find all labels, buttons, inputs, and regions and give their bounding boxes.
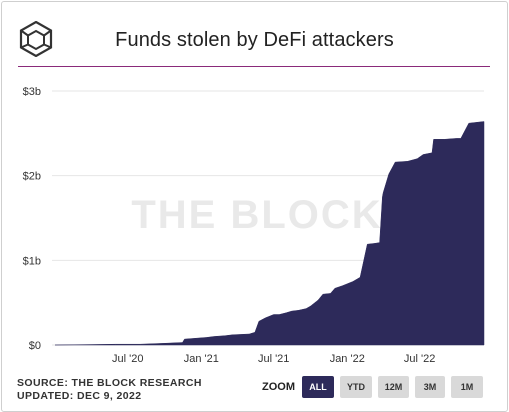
zoom-3m-button[interactable]: 3M	[415, 376, 445, 398]
chart-title: Funds stolen by DeFi attackers	[115, 29, 394, 51]
stolen-funds-area	[54, 121, 485, 346]
source-text: SOURCE: THE BLOCK RESEARCH	[17, 377, 202, 389]
the-block-logo-icon	[19, 21, 53, 57]
x-tick-label: Jan '21	[184, 353, 219, 365]
zoom-12m-button[interactable]: 12M	[378, 376, 409, 398]
title-divider	[18, 66, 490, 67]
y-tick-label: $0	[29, 340, 41, 352]
x-tick-label: Jul '21	[258, 353, 289, 365]
y-tick-label: $1b	[23, 255, 41, 267]
zoom-ytd-button[interactable]: YTD	[340, 376, 372, 398]
watermark: THE BLOCK	[131, 193, 382, 237]
zoom-1m-button[interactable]: 1M	[451, 376, 483, 398]
x-tick-label: Jul '20	[112, 353, 143, 365]
y-tick-label: $2b	[23, 171, 41, 183]
x-tick-label: Jul '22	[404, 353, 435, 365]
zoom-label: ZOOM	[262, 381, 295, 393]
updated-text: UPDATED: DEC 9, 2022	[17, 390, 142, 402]
y-tick-label: $3b	[23, 86, 41, 98]
zoom-all-button[interactable]: ALL	[302, 376, 334, 398]
x-tick-label: Jan '22	[330, 353, 365, 365]
